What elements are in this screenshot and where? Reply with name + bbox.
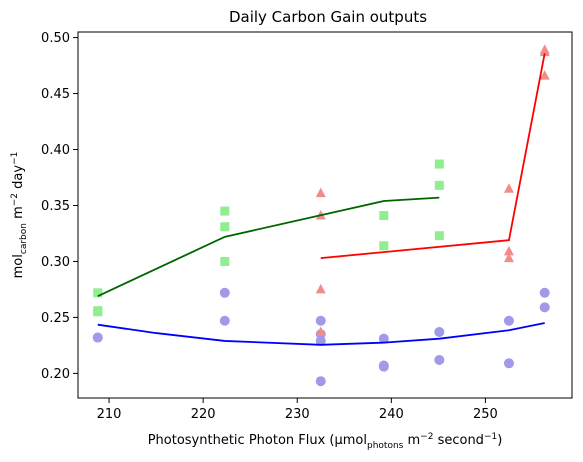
triangle-data-point [503,245,514,256]
square-data-point [93,306,103,316]
circle-data-point [92,332,103,343]
square-data-point [434,231,444,241]
circle-data-point [503,358,514,369]
square-data-point [220,206,230,216]
y-tick-label: 0.25 [41,311,70,326]
square-data-point [379,211,389,221]
y-axis-title: molcarbon m−2 day−1 [10,152,29,279]
triangle-data-point [503,252,514,263]
circle-data-point [503,315,514,326]
triangle-series-trend-line [320,53,546,259]
circle-data-point [378,333,389,344]
y-tick-label: 0.40 [41,143,70,158]
x-tick-label: 220 [191,407,216,422]
circle-data-point [539,302,550,313]
circle-data-point [539,287,550,298]
y-tick-label: 0.50 [41,31,70,46]
x-tick-label: 250 [473,407,498,422]
circle-data-point [434,354,445,365]
y-tick-label: 0.35 [41,199,70,214]
triangle-data-point [315,326,326,336]
square-data-point [220,256,230,266]
x-tick-label: 230 [285,407,310,422]
triangle-data-point [315,187,326,198]
x-tick-label: 210 [97,407,122,422]
circle-data-point [315,335,326,346]
square-data-point [434,159,444,169]
x-axis: 210 220 230 240 250 [97,398,498,422]
circle-data-point [315,376,326,387]
square-series-trend-line [97,196,440,297]
triangle-data-point [539,46,550,57]
triangle-data-point [503,183,514,193]
chart-title: Daily Carbon Gain outputs [229,8,427,26]
y-tick-label: 0.20 [41,367,70,382]
circle-data-point [315,315,326,326]
circle-series-trend-line [97,322,545,346]
circle-data-point [219,287,230,298]
triangle-data-point [315,283,326,294]
plot-frame [77,31,573,399]
square-data-point [93,288,103,298]
y-tick-label: 0.30 [41,255,70,270]
triangle-data-point [539,70,550,80]
square-data-point [220,222,230,232]
square-data-point [434,180,444,190]
x-tick-label: 240 [379,407,404,422]
circle-data-point [434,326,445,337]
x-axis-title: Photosynthetic Photon Flux (µmolphotons … [148,432,503,451]
plot-area [92,44,550,387]
circle-data-point [219,315,230,326]
y-tick-label: 0.45 [41,87,70,102]
square-data-point [379,241,389,251]
circle-data-point [378,361,389,372]
y-axis: 0.20 0.25 0.30 0.35 0.40 0.45 0.50 [41,31,78,382]
